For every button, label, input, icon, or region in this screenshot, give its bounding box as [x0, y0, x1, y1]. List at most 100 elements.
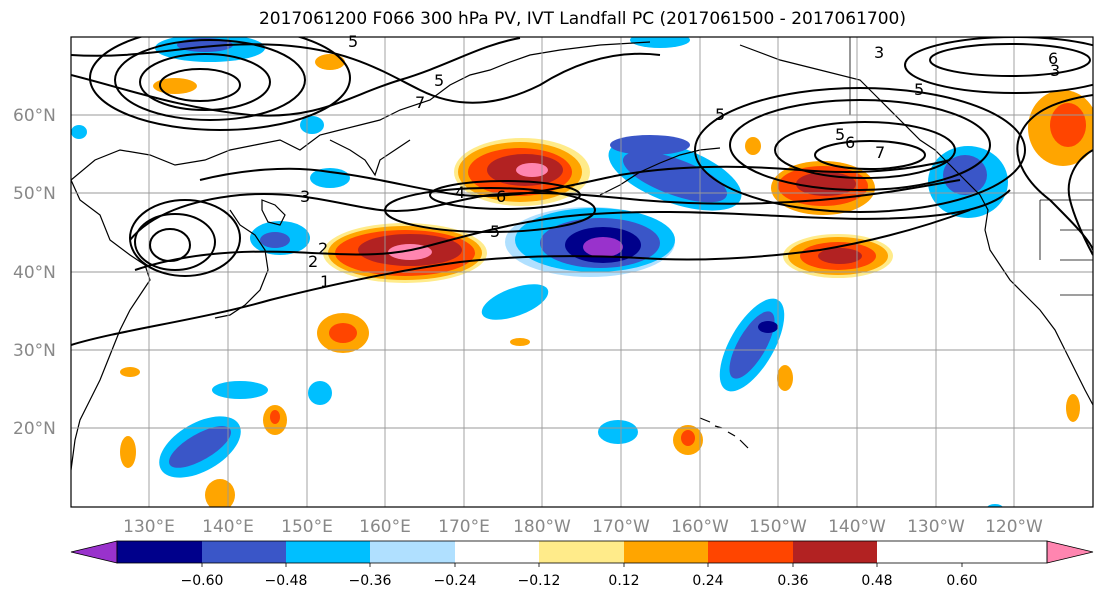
colorbar-tick-label: 0.24: [692, 573, 723, 589]
lon-label: 150°W: [749, 517, 807, 537]
pv-contour-nw-3: [114, 39, 306, 121]
pv-contour-gulf-7: [814, 140, 926, 170]
lon-label: 130°W: [907, 517, 965, 537]
shading-neg-33n-blue: [481, 284, 549, 320]
contour-label: 4: [455, 183, 465, 202]
lon-label: 120°W: [985, 517, 1043, 537]
lat-label: 50°N: [13, 184, 56, 204]
contour-label: 6: [1048, 49, 1058, 68]
colorbar-tick-label: 0.60: [946, 573, 977, 589]
colorbar-tick-label: −0.60: [181, 573, 224, 589]
shading-pos-central-north-pink: [516, 163, 548, 177]
colorbar-segment: [539, 541, 624, 563]
shading-neg-30n-150w-navy: [758, 321, 778, 333]
lat-label: 30°N: [13, 341, 56, 361]
pv-contour-gulf-6: [774, 121, 956, 179]
shading-pos-22n-125w: [1066, 394, 1080, 422]
colorbar-segment: [455, 541, 539, 563]
colorbar-tick-label: 0.48: [861, 573, 892, 589]
colorbar-segment: [708, 541, 793, 563]
shading-neg-gulf-medblue: [622, 151, 728, 203]
contour-label: 6: [496, 187, 506, 206]
colorbar-segment: [370, 541, 455, 563]
contour-labels: 5 5 3 6 4 5 3 7 5 6 7 5 3 6 5 2 2 1: [300, 32, 1060, 291]
shading-orange-small-north: [315, 54, 345, 70]
shading-pos-41n-darkred: [818, 248, 862, 264]
contour-label: 5: [914, 80, 924, 99]
colorbar-tick-label: −0.36: [349, 573, 392, 589]
shading-pos-19n-orange: [120, 436, 136, 468]
border-lines: [849, 37, 1093, 296]
contour-label: 7: [875, 143, 885, 162]
pv-contour-central-6: [429, 180, 581, 210]
shading-blue-tiny-3: [987, 504, 1003, 507]
colorbar-segment: [793, 541, 877, 563]
contour-label: 2: [318, 239, 328, 258]
coastline-alaska: [739, 44, 1093, 406]
map-title: 2017061200 F066 300 hPa PV, IVT Landfall…: [258, 9, 906, 29]
contour-label: 3: [874, 43, 884, 62]
shading-blue-northwest-tiny: [71, 125, 87, 139]
colorbar-segments: [117, 541, 877, 563]
contour-label: 1: [320, 272, 330, 291]
coastline-asia: [71, 41, 651, 181]
shading-pos-15n-orange: [205, 479, 235, 507]
shading-blue-north-dateline: [630, 37, 690, 48]
contour-label: 5: [348, 32, 358, 51]
shading-pos-19n-165w-red: [681, 430, 695, 446]
shading-pos-ne-red: [1050, 103, 1086, 147]
lon-label: 170°W: [592, 517, 650, 537]
contour-label: 3: [300, 187, 310, 206]
colorbar-segment: [286, 541, 370, 563]
colorbar-segment: [624, 541, 708, 563]
shading-pos-tiny-1: [510, 338, 530, 346]
pv-contour-nw-2: [139, 53, 271, 111]
contour-label: 7: [415, 93, 425, 112]
shading-neg-25n-blue: [212, 381, 268, 399]
pv-contour-central-5: [384, 187, 596, 233]
pv-contour-2: [134, 189, 1011, 271]
lon-label: 180°W: [513, 517, 571, 537]
colorbar-min-triangle: [70, 540, 118, 564]
pv-contour-gulf-4: [694, 87, 1026, 213]
pv-contour-north-loop: [71, 43, 661, 104]
pv-contour-ne-2: [904, 37, 1093, 94]
colorbar-tick-label: −0.12: [518, 573, 561, 589]
lon-label: 170°E: [438, 517, 490, 537]
lat-label: 20°N: [13, 419, 56, 439]
contour-label: 5: [715, 105, 725, 124]
shading-neg-25n-blue2: [308, 381, 332, 405]
colorbar-tick-label: −0.24: [434, 573, 477, 589]
colorbar-max-triangle: [1046, 540, 1094, 564]
lon-label: 160°W: [671, 517, 729, 537]
map-border: [70, 36, 1094, 508]
pv-contour-4: [199, 159, 951, 197]
contour-label: 5: [835, 125, 845, 144]
shading-blue-small-north: [300, 116, 324, 134]
pv-contour-3: [129, 179, 961, 241]
colorbar-ticks: [201, 563, 963, 567]
shading-pos-27n-orange: [777, 365, 793, 391]
shading-neg-20n-170w: [598, 420, 638, 444]
lat-label: 60°N: [13, 106, 56, 126]
contour-label: 2: [308, 252, 318, 271]
lon-label: 140°E: [202, 517, 254, 537]
shading-navy-japan: [260, 232, 290, 248]
pv-contour-gulf-5: [729, 99, 991, 191]
pv-contour-japan-2: [134, 213, 216, 271]
contour-label: 5: [490, 222, 500, 241]
shading-pos-tiny-2: [120, 367, 140, 377]
pv-contour-japan-3: [129, 199, 241, 277]
shading-pos-30n-red: [329, 323, 357, 343]
pv-contour-ne-4: [1067, 149, 1093, 256]
coastline-hawaii: [699, 417, 749, 449]
colorbar-tick-label: 0.12: [608, 573, 639, 589]
colorbar: −0.60 −0.48 −0.36 −0.24 −0.12 0.12 0.24 …: [70, 540, 1094, 589]
pv-contour-nw-4: [89, 37, 351, 131]
coastline-kamchatka: [329, 139, 411, 177]
colorbar-tick-label: 0.36: [777, 573, 808, 589]
longitude-labels: 130°E 140°E 150°E 160°E 170°E 180°W 170°…: [123, 517, 1043, 537]
lon-label: 160°E: [359, 517, 411, 537]
contour-label: 3: [1050, 61, 1060, 80]
